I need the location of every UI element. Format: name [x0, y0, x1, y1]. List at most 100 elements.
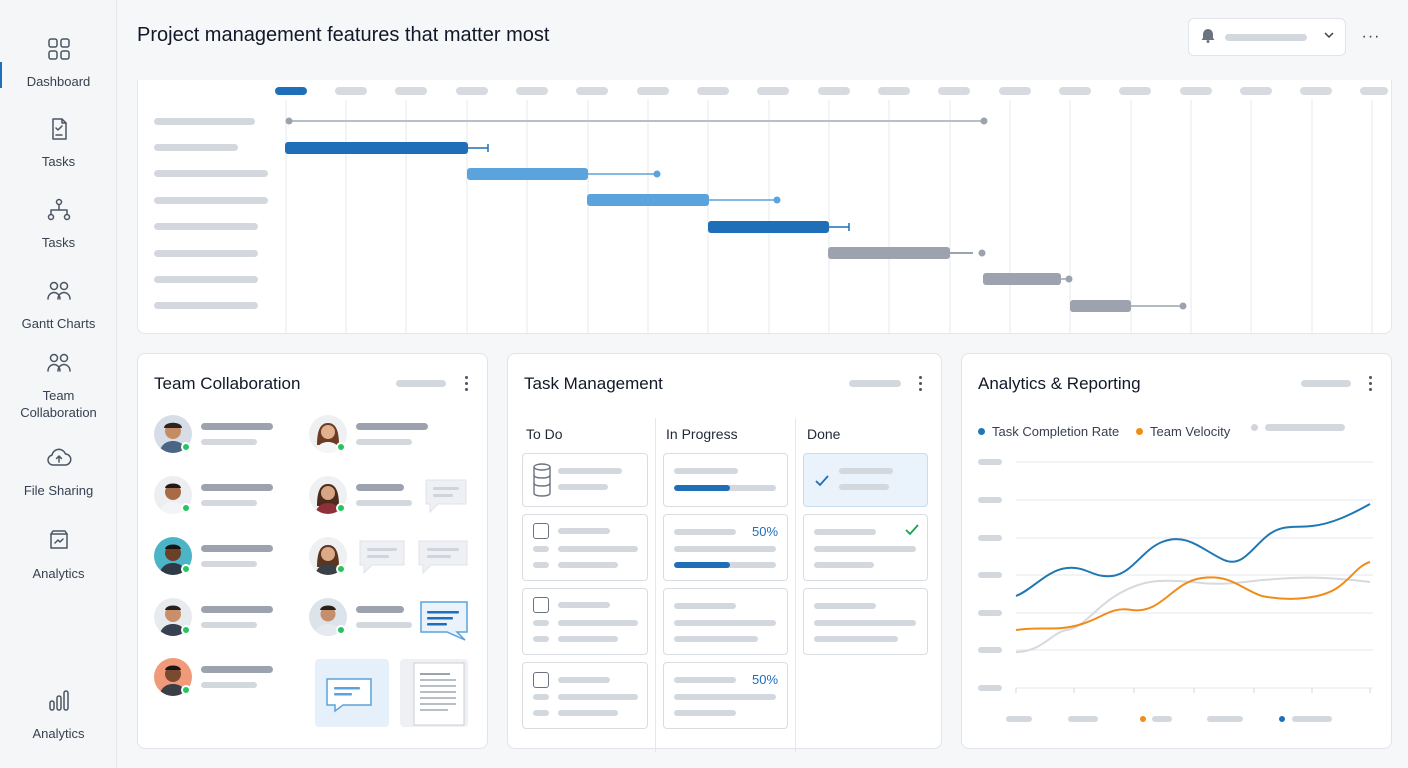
task-title-placeholder: [674, 529, 736, 535]
team-collaboration-card: Team Collaboration: [137, 353, 488, 749]
sidebar-item-file-sharing[interactable]: File Sharing: [0, 445, 117, 499]
active-indicator: [0, 62, 2, 88]
task-meta-placeholder: [558, 562, 618, 568]
sidebar-item-analytics-reports[interactable]: Analytics: [0, 528, 117, 582]
sidebar-item-dashboard[interactable]: Dashboard: [0, 36, 117, 90]
people-icon: [46, 278, 72, 309]
sidebar: Dashboard Tasks Tasks Gantt Charts Team …: [0, 0, 117, 768]
legend-item-task-completion: Task Completion Rate: [978, 424, 1119, 439]
task-title-placeholder: [558, 677, 610, 683]
task-card[interactable]: 50%: [663, 662, 788, 729]
team-member[interactable]: [154, 415, 294, 455]
task-card[interactable]: [522, 588, 648, 655]
task-meta-placeholder: [533, 546, 549, 552]
task-meta-placeholder: [674, 620, 776, 626]
sidebar-item-analytics[interactable]: Analytics: [0, 688, 117, 742]
task-card[interactable]: [803, 514, 928, 581]
notification-dropdown[interactable]: [1188, 18, 1346, 56]
task-checkbox[interactable]: [533, 523, 549, 539]
legend-swatch: [1251, 424, 1258, 431]
member-role-placeholder: [201, 439, 257, 445]
member-name-placeholder: [356, 606, 404, 613]
online-status-dot: [336, 503, 346, 513]
task-meta-placeholder: [814, 546, 916, 552]
chart-gridlines: [1016, 461, 1373, 689]
member-name-placeholder: [201, 606, 273, 613]
sidebar-item-label: File Sharing: [23, 483, 94, 498]
sidebar-item-tasks[interactable]: Tasks: [0, 116, 117, 170]
task-card[interactable]: [803, 588, 928, 655]
kebab-menu-icon[interactable]: [1364, 372, 1376, 394]
progress-bar: [674, 485, 776, 491]
task-title-placeholder: [839, 468, 893, 474]
member-name-placeholder: [201, 484, 273, 491]
task-card[interactable]: 50%: [663, 514, 788, 581]
message-preview-icon[interactable]: [315, 659, 389, 732]
sidebar-item-label: Analytics: [32, 726, 85, 741]
team-member[interactable]: [154, 476, 294, 516]
chat-message-icon[interactable]: [419, 600, 469, 647]
task-title-placeholder: [558, 468, 622, 474]
team-member[interactable]: [309, 415, 449, 455]
task-card-selected[interactable]: [803, 453, 928, 507]
member-role-placeholder: [356, 439, 412, 445]
task-title-placeholder: [674, 677, 736, 683]
gantt-timeline-header: [275, 87, 1388, 95]
task-checkbox[interactable]: [533, 597, 549, 613]
task-card[interactable]: [522, 662, 648, 729]
legend-item-third: [1251, 424, 1345, 431]
member-role-placeholder: [201, 622, 257, 628]
sidebar-item-tasks-hierarchy[interactable]: Tasks: [0, 197, 117, 251]
team-member[interactable]: [309, 598, 449, 638]
team-member[interactable]: [309, 476, 449, 516]
database-icon: [532, 463, 552, 502]
document-icon[interactable]: [400, 659, 468, 732]
card-action-placeholder: [1301, 380, 1351, 387]
clipboard-check-icon: [46, 116, 72, 147]
legend-label: Task Completion Rate: [992, 424, 1120, 439]
kebab-menu-icon[interactable]: [460, 372, 472, 394]
task-meta-placeholder: [533, 562, 549, 568]
team-member[interactable]: [309, 537, 449, 577]
sidebar-item-gantt-charts[interactable]: Gantt Charts: [0, 278, 117, 332]
chart-x-ticks: [1015, 688, 1371, 693]
team-member[interactable]: [154, 537, 294, 577]
member-name-placeholder: [201, 666, 273, 673]
chat-bubble-icon: [424, 478, 468, 519]
task-card[interactable]: [663, 453, 788, 507]
progress-fill: [674, 562, 731, 568]
task-checkbox[interactable]: [533, 672, 549, 688]
series-line-third: [1015, 576, 1371, 653]
card-title: Team Collaboration: [154, 374, 301, 393]
member-role-placeholder: [356, 500, 412, 506]
team-member[interactable]: [154, 658, 294, 698]
gantt-chart: [137, 80, 1392, 334]
team-member[interactable]: [154, 598, 294, 638]
page-title: Project management features that matter …: [137, 24, 550, 46]
analytics-line-chart: [978, 459, 1373, 722]
online-status-dot: [181, 503, 191, 513]
avatar: [154, 476, 192, 514]
task-card[interactable]: [522, 453, 648, 507]
task-card[interactable]: [522, 514, 648, 581]
gantt-bars: [285, 117, 1187, 312]
sidebar-item-label: Gantt Charts: [21, 316, 96, 331]
member-name-placeholder: [356, 484, 404, 491]
task-meta-placeholder: [814, 636, 898, 642]
avatar: [309, 415, 347, 453]
task-meta-placeholder: [674, 636, 758, 642]
online-status-dot: [181, 625, 191, 635]
legend-swatch: [1136, 428, 1143, 435]
task-meta-placeholder: [814, 620, 916, 626]
task-card[interactable]: [663, 588, 788, 655]
task-title-placeholder: [814, 529, 876, 535]
sidebar-item-team-collaboration[interactable]: Team Collaboration: [0, 350, 117, 421]
bell-icon: [1199, 26, 1217, 49]
task-meta-placeholder: [558, 694, 638, 700]
kebab-menu-icon[interactable]: [914, 372, 926, 394]
dropdown-value-placeholder: [1225, 33, 1307, 41]
progress-fill: [674, 485, 731, 491]
online-status-dot: [181, 685, 191, 695]
more-options-icon[interactable]: ···: [1361, 28, 1381, 45]
member-role-placeholder: [201, 682, 257, 688]
